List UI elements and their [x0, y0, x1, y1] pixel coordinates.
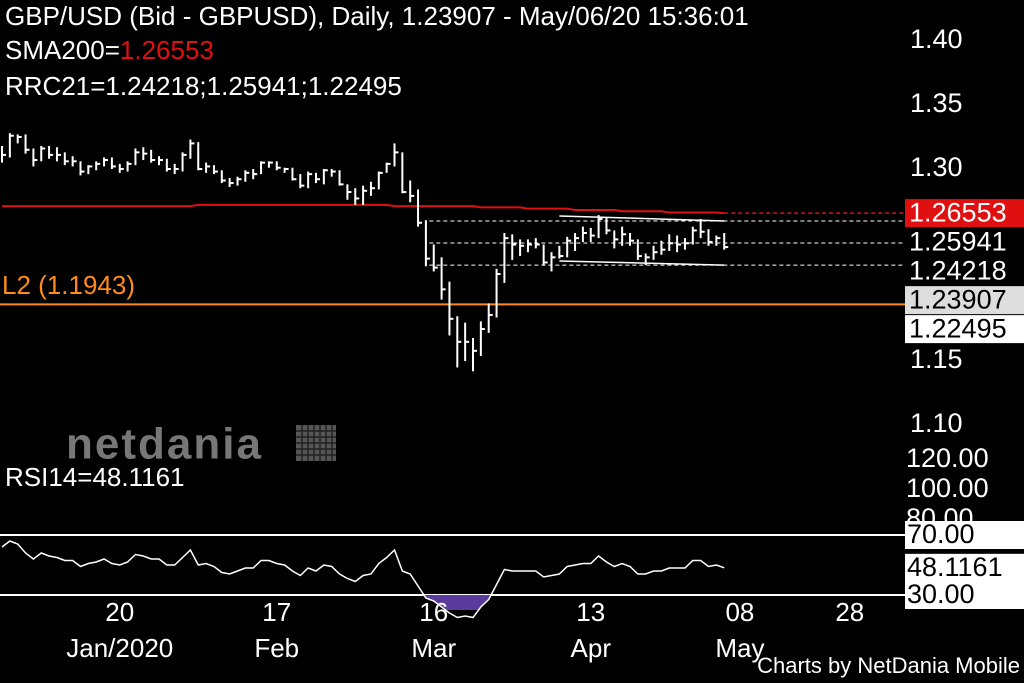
rsi-badge-label: 30.00 [907, 579, 975, 609]
price-badge-label: 1.25941 [909, 226, 1007, 256]
plot-area: L2 (1.1943)1.401.351.301.151.101.265531.… [0, 24, 1024, 663]
x-month-label: Mar [411, 633, 456, 663]
x-tick-label: 08 [725, 597, 754, 627]
sma-value: 1.26553 [120, 35, 214, 65]
rsi-legend: RSI14=48.1161 [5, 462, 185, 492]
x-tick-label: 28 [835, 597, 864, 627]
y-tick-label: 1.40 [910, 24, 963, 54]
sma-line [2, 203, 725, 215]
price-badge-label: 1.22495 [909, 313, 1007, 343]
x-tick-label: 20 [105, 597, 134, 627]
y-tick-label: 1.35 [910, 88, 963, 118]
rsi-badge [905, 553, 1024, 582]
rsi-badge-label: 70.00 [907, 519, 975, 549]
channel-lower [559, 260, 725, 266]
x-month-label: Feb [254, 633, 299, 663]
price-badge [905, 257, 1024, 286]
y-tick-label: 1.10 [910, 408, 963, 438]
watermark: netdania [66, 420, 263, 469]
rsi-line [1, 540, 725, 619]
sma-label: SMA200= [5, 35, 120, 65]
price-badge-label: 1.26553 [909, 197, 1007, 227]
x-month-label: Apr [571, 633, 612, 663]
x-tick-label: 17 [262, 597, 291, 627]
watermark-logo [296, 425, 336, 461]
rsi-badge [905, 581, 1024, 609]
x-month-label: May [715, 633, 764, 663]
channel-upper [559, 215, 725, 222]
price-badge-label: 1.24218 [909, 255, 1007, 285]
rsi-badge [905, 521, 1024, 549]
price-badge [905, 228, 1024, 257]
price-badge [905, 315, 1024, 344]
x-month-label: Jan/2020 [66, 633, 173, 663]
price-badge [905, 286, 1024, 315]
y-tick-label: 1.15 [910, 344, 963, 374]
rsi-badge-label: 48.1161 [907, 552, 1003, 582]
chart-title: GBP/USD (Bid - GBPUSD), Daily, 1.23907 -… [5, 1, 749, 31]
price-badge-label: 1.23907 [909, 284, 1007, 314]
rsi-tick-label: 120.00 [906, 443, 989, 473]
x-tick-label: 16 [419, 597, 448, 627]
x-tick-label: 13 [576, 597, 605, 627]
sma-legend: SMA200=1.26553 [5, 35, 214, 65]
credit: Charts by NetDania Mobile [757, 653, 1020, 678]
rrc-legend: RRC21=1.24218;1.25941;1.22495 [5, 71, 402, 101]
level-label: L2 (1.1943) [2, 270, 135, 300]
price-badge [905, 199, 1024, 228]
y-tick-label: 1.30 [910, 152, 963, 182]
rsi-tick-label: 100.00 [906, 473, 989, 503]
